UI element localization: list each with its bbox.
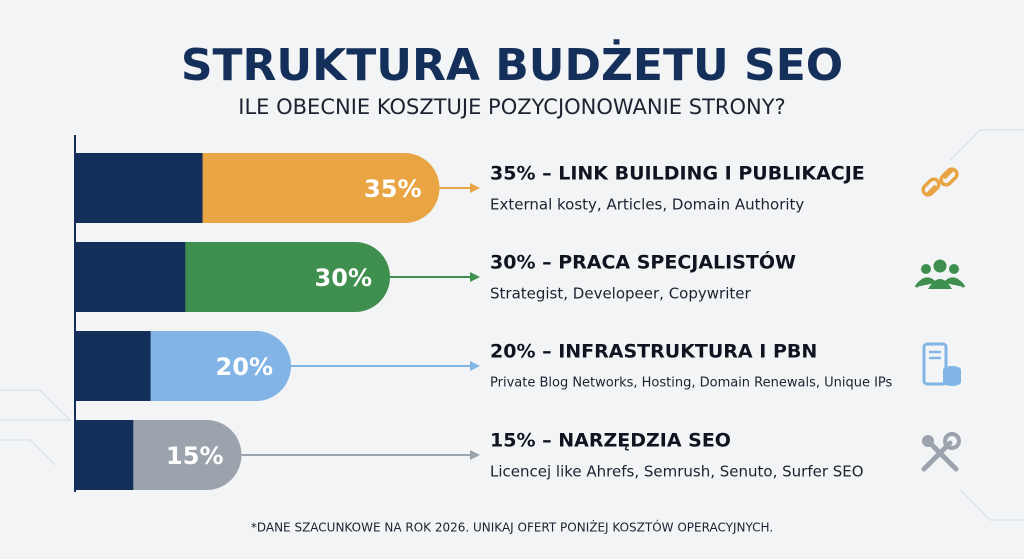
bar <box>150 331 291 401</box>
icon-shape <box>921 264 931 274</box>
chart-subtitle: ILE OBECNIE KOSZTUJE POZYCJONOWANIE STRO… <box>238 95 785 119</box>
icon <box>921 432 961 472</box>
category-description: Strategist, Developeer, Copywriter <box>490 285 751 303</box>
icon-shape <box>943 432 961 450</box>
category-label: 35% – LINK BUILDING I PUBLIKACJE <box>490 163 865 185</box>
icon <box>922 342 961 386</box>
chart-title: STRUKTURA BUDŻETU SEO <box>181 38 843 91</box>
category-description: Private Blog Networks, Hosting, Domain R… <box>490 376 893 391</box>
icon-shape <box>928 279 952 289</box>
icon <box>921 167 959 197</box>
icon-shape <box>939 167 959 187</box>
bar <box>202 153 440 223</box>
bar <box>133 420 242 490</box>
icon-shape <box>943 378 961 386</box>
background-circuit <box>0 129 1024 521</box>
category-label: 30% – PRACA SPECJALISTÓW <box>490 250 796 274</box>
category-label: 15% – NARZĘDZIA SEO <box>490 430 731 452</box>
category-description: External kosty, Articles, Domain Authori… <box>490 196 804 214</box>
category-description: Licencej like Ahrefs, Semrush, Senuto, S… <box>490 463 864 481</box>
connector-arrow <box>470 183 480 193</box>
category-label: 20% – INFRASTRUKTURA I PBN <box>490 341 817 363</box>
data-label: 20% <box>216 353 273 381</box>
connector-arrow <box>470 450 480 460</box>
icon-shape <box>922 435 934 447</box>
icon-shape <box>949 264 959 274</box>
data-label: 35% <box>364 175 421 203</box>
icon-shape <box>921 177 941 197</box>
connector-arrow <box>470 272 480 282</box>
bar <box>185 242 390 312</box>
bar-base <box>75 153 223 223</box>
icon-shape <box>922 342 948 386</box>
icon-shape <box>914 277 966 288</box>
icon <box>914 259 966 289</box>
footnote: *DANE SZACUNKOWE NA ROK 2026. UNIKAJ OFE… <box>251 520 773 535</box>
icon-shape <box>933 259 947 273</box>
data-label: 30% <box>315 264 372 292</box>
bar-base <box>75 242 206 312</box>
icon-shape <box>926 168 954 196</box>
data-label: 15% <box>166 442 223 470</box>
connector-arrow <box>470 361 480 371</box>
